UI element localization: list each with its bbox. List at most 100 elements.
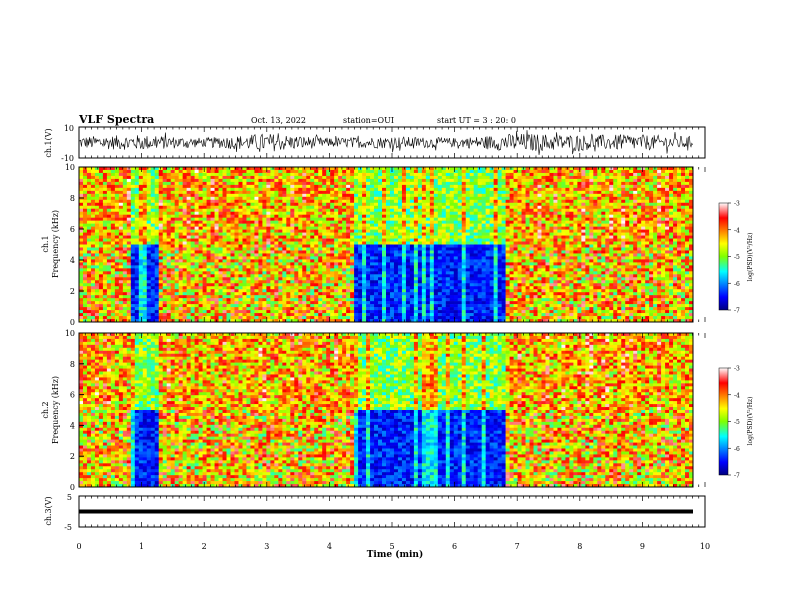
spectrogram-cell — [425, 229, 431, 233]
spectrogram-cell — [154, 193, 160, 198]
spectrogram-cell — [242, 289, 247, 293]
spectrogram-cell — [214, 271, 219, 275]
spectrogram-cell — [246, 232, 251, 236]
spectrogram-cell — [182, 244, 187, 248]
spectrogram-cell — [389, 298, 395, 302]
spectrogram-cell — [453, 295, 459, 299]
spectrogram-cell — [366, 220, 371, 224]
spectrogram-cell — [290, 307, 295, 311]
spectrogram-cell — [326, 316, 331, 320]
spectrogram-cell — [130, 169, 136, 174]
spectrogram-cell — [130, 295, 136, 299]
spectrogram-cell — [134, 271, 140, 275]
spectrogram-cell — [370, 247, 375, 251]
spectrogram-cell — [98, 256, 104, 260]
spectrogram-cell — [453, 193, 459, 198]
spectrogram-cell — [230, 268, 235, 272]
spectrogram-cell — [382, 292, 387, 296]
spectrogram-cell — [330, 280, 335, 284]
spectrogram-cell — [162, 235, 168, 239]
spectrogram-cell — [110, 253, 116, 257]
spectrogram-cell — [405, 214, 411, 218]
spectrogram-cell — [182, 220, 187, 224]
spectrogram-cell — [138, 232, 144, 236]
spectrogram-cell — [318, 244, 323, 248]
spectrogram-cell — [346, 295, 351, 299]
spectrogram-cell — [150, 310, 156, 314]
spectrogram-cell — [166, 223, 171, 227]
spectrogram-cell — [202, 313, 207, 317]
spectrogram-cell — [389, 181, 395, 186]
spectrogram-cell — [302, 229, 307, 233]
spectrogram-cell — [206, 220, 211, 224]
spectrogram-cell — [202, 196, 207, 201]
spectrogram-cell — [190, 229, 195, 233]
spectrogram-cell — [318, 226, 323, 230]
spectrogram-cell — [374, 310, 379, 314]
spectrogram-cell — [413, 256, 419, 260]
spectrogram-cell — [401, 283, 407, 287]
spectrogram-cell — [154, 178, 160, 183]
spectrogram-cell — [294, 205, 299, 210]
spectrogram-cell — [250, 310, 255, 314]
spectrogram-cell — [441, 199, 447, 204]
spectrogram-cell — [158, 205, 164, 210]
spectrogram-cell — [314, 229, 319, 233]
spectrogram-cell — [226, 319, 231, 323]
spectrogram-cell — [226, 172, 231, 177]
spectrogram-cell — [366, 208, 371, 213]
spectrogram-cell — [94, 244, 100, 248]
spectrogram-cell — [130, 199, 136, 204]
spectrogram-cell — [250, 271, 255, 275]
spectrogram-cell — [270, 298, 275, 302]
spectrogram-cell — [393, 172, 399, 177]
spectrogram-cell — [413, 259, 419, 263]
spectrogram-cell — [254, 214, 259, 218]
spectrogram-cell — [79, 232, 84, 236]
spectrogram-cell — [130, 319, 136, 323]
spectrogram-cell — [286, 280, 291, 284]
spectrogram-cell — [457, 172, 463, 177]
spectrogram-cell — [294, 235, 299, 239]
spectrogram-cell — [342, 208, 347, 213]
spectrogram-cell — [445, 217, 451, 221]
spectrogram-cell — [178, 244, 183, 248]
spectrogram-cell — [413, 277, 419, 281]
spectrogram-cell — [118, 229, 124, 233]
spectrogram-cell — [210, 313, 215, 317]
spectrogram-cell — [170, 184, 175, 189]
spectrogram-cell — [370, 316, 375, 320]
spectrogram-cell — [334, 193, 339, 198]
spectrogram-cell — [158, 253, 164, 257]
spectrogram-cell — [198, 268, 203, 272]
spectrogram-cell — [214, 205, 219, 210]
spectrogram-cell — [382, 208, 387, 213]
spectrogram-cell — [214, 289, 219, 293]
spectrogram-cell — [318, 271, 323, 275]
spectrogram-cell — [166, 241, 171, 245]
spectrogram-cell — [254, 211, 259, 215]
spectrogram-cell — [138, 175, 144, 180]
spectrogram-cell — [417, 310, 423, 314]
spectrogram-cell — [326, 211, 331, 215]
spectrogram-cell — [278, 259, 283, 263]
spectrogram-cell — [254, 319, 259, 323]
spectrogram-cell — [86, 244, 92, 248]
spectrogram-cell — [382, 235, 387, 239]
spectrogram-cell — [118, 232, 124, 236]
spectrogram-cell — [425, 232, 431, 236]
spectrogram-cell — [94, 241, 100, 245]
spectrogram-cell — [278, 301, 283, 305]
spectrogram-cell — [366, 205, 371, 210]
spectrogram-cell — [122, 167, 128, 171]
spectrogram-cell — [102, 250, 108, 254]
spectrogram-cell — [322, 199, 327, 204]
spectrogram-cell — [222, 202, 227, 207]
spectrogram-cell — [286, 283, 291, 287]
spectrogram-cell — [230, 172, 235, 177]
spectrogram-cell — [210, 167, 215, 171]
spectrogram-cell — [146, 277, 152, 281]
spectrogram-cell — [401, 259, 407, 263]
spectrogram-cell — [334, 289, 339, 293]
spectrogram-cell — [218, 172, 223, 177]
